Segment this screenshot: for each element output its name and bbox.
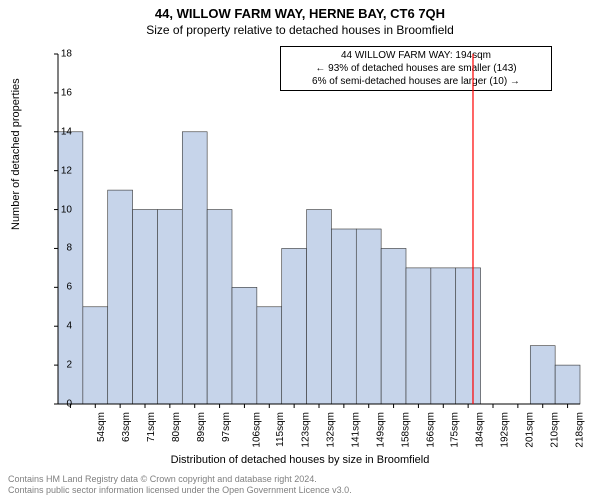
xtick-label: 132sqm: [326, 412, 337, 448]
xtick-label: 166sqm: [425, 412, 436, 448]
xtick-label: 80sqm: [171, 412, 182, 442]
bar: [133, 210, 158, 404]
xtick-label: 123sqm: [301, 412, 312, 448]
xtick-label: 89sqm: [196, 412, 207, 442]
ytick-label: 18: [61, 49, 72, 60]
ytick-label: 8: [66, 243, 72, 254]
ytick-label: 10: [61, 204, 72, 215]
ytick-label: 16: [61, 87, 72, 98]
ytick-label: 2: [66, 360, 72, 371]
xtick-label: 184sqm: [475, 412, 486, 448]
bar: [331, 229, 356, 404]
ytick-label: 12: [61, 165, 72, 176]
xtick-label: 210sqm: [549, 412, 560, 448]
bar: [83, 307, 108, 404]
xtick-label: 149sqm: [375, 412, 386, 448]
xtick-label: 71sqm: [146, 412, 157, 442]
xtick-label: 97sqm: [221, 412, 232, 442]
xtick-label: 192sqm: [500, 412, 511, 448]
bar: [381, 248, 406, 404]
ytick-label: 14: [61, 126, 72, 137]
xtick-label: 63sqm: [121, 412, 132, 442]
title-main: 44, WILLOW FARM WAY, HERNE BAY, CT6 7QH: [0, 0, 600, 21]
footer: Contains HM Land Registry data © Crown c…: [8, 474, 352, 496]
xtick-label: 158sqm: [400, 412, 411, 448]
bar: [232, 287, 257, 404]
xtick-label: 106sqm: [251, 412, 262, 448]
bar: [157, 210, 182, 404]
bar: [282, 248, 307, 404]
ytick-label: 6: [66, 282, 72, 293]
chart-container: 44, WILLOW FARM WAY, HERNE BAY, CT6 7QH …: [0, 0, 600, 500]
x-axis-label: Distribution of detached houses by size …: [0, 454, 600, 466]
footer-line1: Contains HM Land Registry data © Crown c…: [8, 474, 352, 485]
bar: [108, 190, 133, 404]
bar: [530, 346, 555, 404]
bar: [431, 268, 456, 404]
chart-plot-area: [58, 54, 580, 404]
ytick-label: 0: [66, 399, 72, 410]
chart-svg: [58, 54, 580, 404]
bar: [456, 268, 481, 404]
title-sub: Size of property relative to detached ho…: [0, 21, 600, 37]
bar: [555, 365, 580, 404]
bar: [356, 229, 381, 404]
bar: [182, 132, 207, 404]
xtick-label: 218sqm: [574, 412, 585, 448]
xtick-label: 201sqm: [525, 412, 536, 448]
bar: [207, 210, 232, 404]
bar: [307, 210, 332, 404]
bar: [406, 268, 431, 404]
footer-line2: Contains public sector information licen…: [8, 485, 352, 496]
ytick-label: 4: [66, 321, 72, 332]
y-axis-label: Number of detached properties: [10, 78, 22, 230]
xtick-label: 54sqm: [96, 412, 107, 442]
xtick-label: 115sqm: [275, 412, 286, 447]
xtick-label: 175sqm: [450, 412, 461, 448]
xtick-label: 141sqm: [351, 412, 362, 448]
bar: [257, 307, 282, 404]
